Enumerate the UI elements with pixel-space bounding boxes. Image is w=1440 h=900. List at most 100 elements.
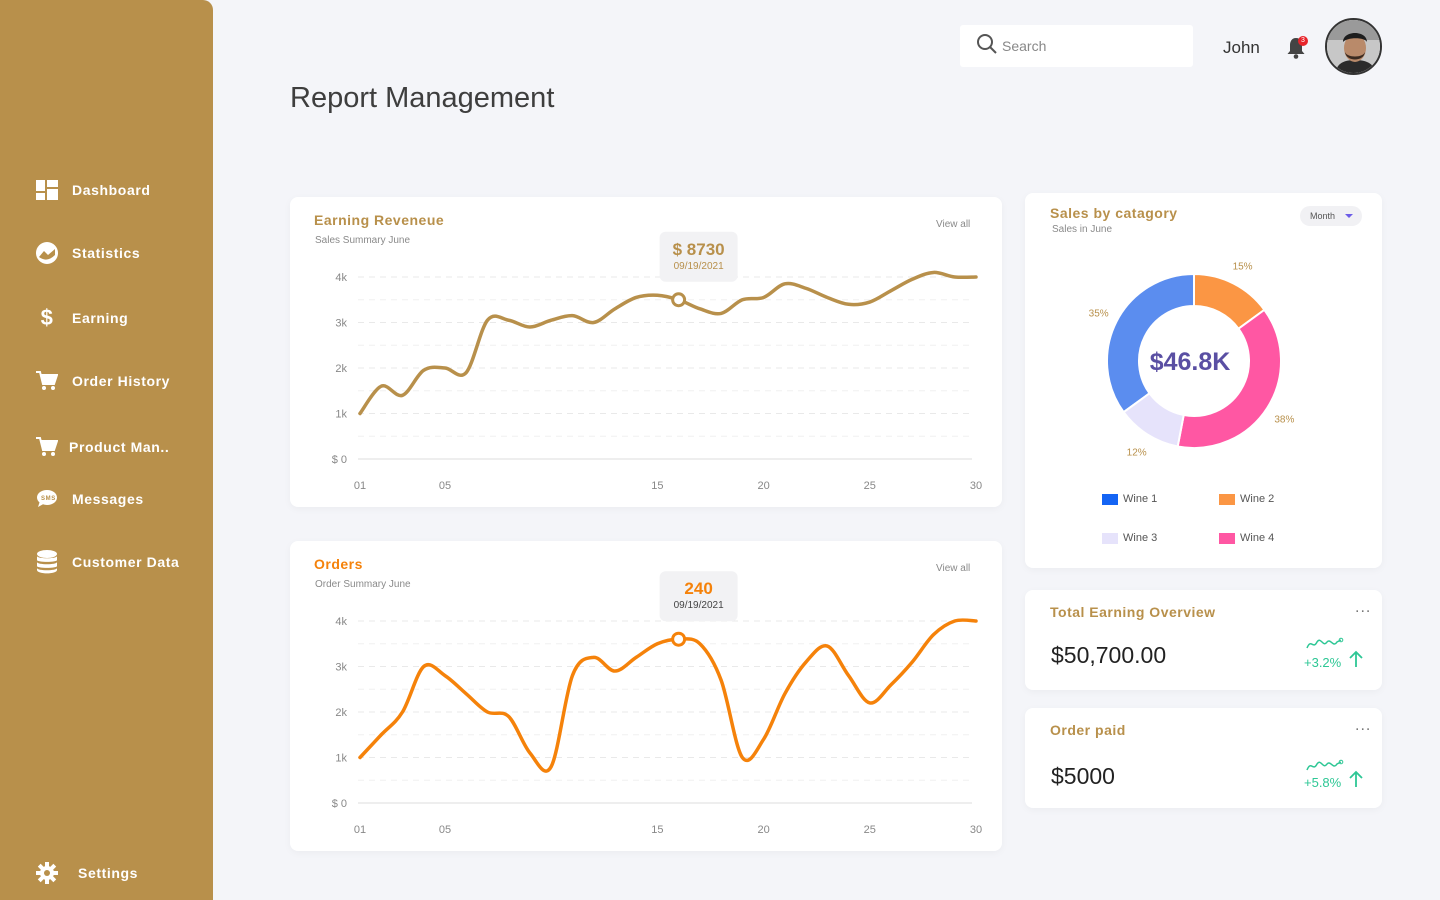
legend-swatch (1219, 532, 1235, 544)
pie-slice[interactable] (1122, 391, 1185, 448)
y-tick-label: 2k (335, 707, 347, 719)
x-tick-label: 01 (354, 824, 366, 836)
y-tick-label: 4k (335, 616, 347, 628)
x-tick-label: 01 (354, 480, 366, 492)
card-subtitle: Sales in June (1052, 224, 1113, 235)
total-earning-value: $50,700.00 (1051, 642, 1167, 668)
card-title: Sales by catagory (1050, 205, 1178, 221)
avatar[interactable] (1325, 18, 1382, 75)
sidebar-item-settings[interactable]: Settings (34, 860, 138, 886)
gear-icon (34, 860, 60, 886)
orders-line-chart: $ 0 1k 2k 3k 4k 01 05 15 20 25 30 240 09/19/2021 (332, 571, 982, 836)
legend-label: Wine 4 (1240, 532, 1275, 544)
sidebar-item-label: Order History (72, 373, 171, 389)
sparkline-icon (1306, 637, 1344, 649)
y-tick-label: 1k (335, 753, 347, 765)
x-tick-label: 05 (439, 824, 451, 836)
tooltip-value: 240 (684, 579, 712, 598)
sidebar-item-label: Customer Data (72, 554, 180, 570)
tooltip-date: 09/19/2021 (674, 600, 724, 611)
caret-down-icon (1345, 214, 1353, 218)
card-title: Order paid (1050, 722, 1126, 738)
slice-label: 38% (1274, 414, 1294, 425)
sidebar-item-product-management[interactable]: Product Man.. (34, 434, 169, 460)
order-paid-card: Order paid ... $5000 +5.8% (1025, 708, 1382, 808)
y-tick-label: $ 0 (332, 798, 347, 810)
trend-value: +5.8% (1304, 775, 1342, 790)
series-line (358, 270, 978, 416)
sidebar-item-statistics[interactable]: Statistics (34, 240, 140, 266)
card-subtitle: Sales Summary June (315, 235, 411, 246)
y-tick-label: 3k (335, 662, 347, 674)
sidebar-item-label: Earning (72, 310, 129, 326)
card-title: Earning Reveneue (314, 212, 445, 228)
earning-line-chart: $ 0 1k 2k 3k 4k 01 05 15 20 25 30 $ 8730 09/19/2021 (332, 231, 982, 492)
sidebar-item-order-history[interactable]: Order History (34, 368, 170, 394)
x-tick-label: 30 (970, 480, 982, 492)
dropdown-label: Month (1310, 211, 1336, 221)
slice-label: 35% (1089, 308, 1109, 319)
slice-label: 15% (1233, 262, 1253, 273)
x-tick-label: 15 (651, 824, 663, 836)
highlight-point[interactable] (671, 292, 687, 308)
sidebar-item-earning[interactable]: $ Earning (34, 305, 128, 331)
legend-item: Wine 3 (1102, 532, 1157, 544)
search-input[interactable] (1002, 38, 1182, 54)
orders-card: Orders Order Summary June View all $ 0 1k… (290, 541, 1002, 851)
tooltip-date: 09/19/2021 (674, 261, 724, 272)
sidebar-item-dashboard[interactable]: Dashboard (34, 177, 151, 203)
svg-text:SMS: SMS (41, 496, 56, 502)
legend-item: Wine 4 (1219, 532, 1274, 544)
cart-icon (34, 368, 60, 394)
chart-tooltip: $ 8730 09/19/2021 (659, 231, 738, 282)
x-tick-label: 25 (864, 824, 876, 836)
order-paid-value: $5000 (1051, 763, 1115, 789)
legend-item: Wine 1 (1102, 493, 1157, 505)
legend-label: Wine 2 (1240, 493, 1275, 505)
username[interactable]: John (1223, 38, 1260, 57)
cart-icon (34, 434, 60, 460)
chart-tooltip: 240 09/19/2021 (659, 571, 738, 622)
legend-item: Wine 2 (1219, 493, 1274, 505)
sidebar-item-label: Statistics (72, 245, 141, 261)
view-all-link[interactable]: View all (936, 219, 971, 230)
x-tick-label: 15 (651, 480, 663, 492)
sidebar-item-label: Dashboard (72, 182, 151, 198)
x-tick-label: 05 (439, 480, 451, 492)
pie-slice[interactable] (1176, 308, 1282, 449)
earning-revenue-card: Earning Reveneue Sales Summary June View… (290, 197, 1002, 507)
sidebar-item-customer-data[interactable]: Customer Data (34, 549, 179, 575)
notification-bell[interactable]: 3 (1286, 36, 1308, 60)
legend-swatch (1102, 493, 1118, 505)
highlight-point[interactable] (671, 631, 687, 647)
tooltip-value: $ 8730 (673, 240, 725, 259)
trend-value: +3.2% (1304, 655, 1342, 670)
sales-by-category-card: Sales by catagory Sales in June 35% 15% 38… (1025, 193, 1382, 568)
arrow-up-icon (1349, 650, 1363, 667)
card-subtitle: Order Summary June (315, 579, 411, 590)
pie-slice[interactable] (1106, 272, 1195, 414)
notification-badge: 3 (1298, 36, 1308, 46)
x-tick-label: 25 (864, 480, 876, 492)
series-line (358, 618, 978, 773)
search-box[interactable] (960, 25, 1193, 67)
y-tick-label: 2k (335, 363, 347, 375)
month-dropdown[interactable]: Month (1300, 206, 1362, 226)
more-options-icon[interactable]: ... (1355, 717, 1372, 734)
view-all-link[interactable]: View all (936, 563, 971, 574)
more-options-icon[interactable]: ... (1355, 599, 1372, 616)
legend-label: Wine 3 (1123, 532, 1158, 544)
bell-icon (1286, 38, 1306, 64)
card-title: Total Earning Overview (1050, 604, 1216, 620)
y-tick-label: 4k (335, 272, 347, 284)
sidebar-item-label: Settings (78, 865, 139, 881)
card-title: Orders (314, 556, 363, 572)
x-tick-label: 20 (757, 480, 769, 492)
y-tick-label: 3k (335, 318, 347, 330)
legend-swatch (1219, 493, 1235, 505)
sms-icon: SMS (34, 486, 60, 512)
legend-swatch (1102, 532, 1118, 544)
sidebar-item-messages[interactable]: SMS Messages (34, 486, 144, 512)
x-tick-label: 30 (970, 824, 982, 836)
dollar-icon: $ (40, 305, 54, 330)
